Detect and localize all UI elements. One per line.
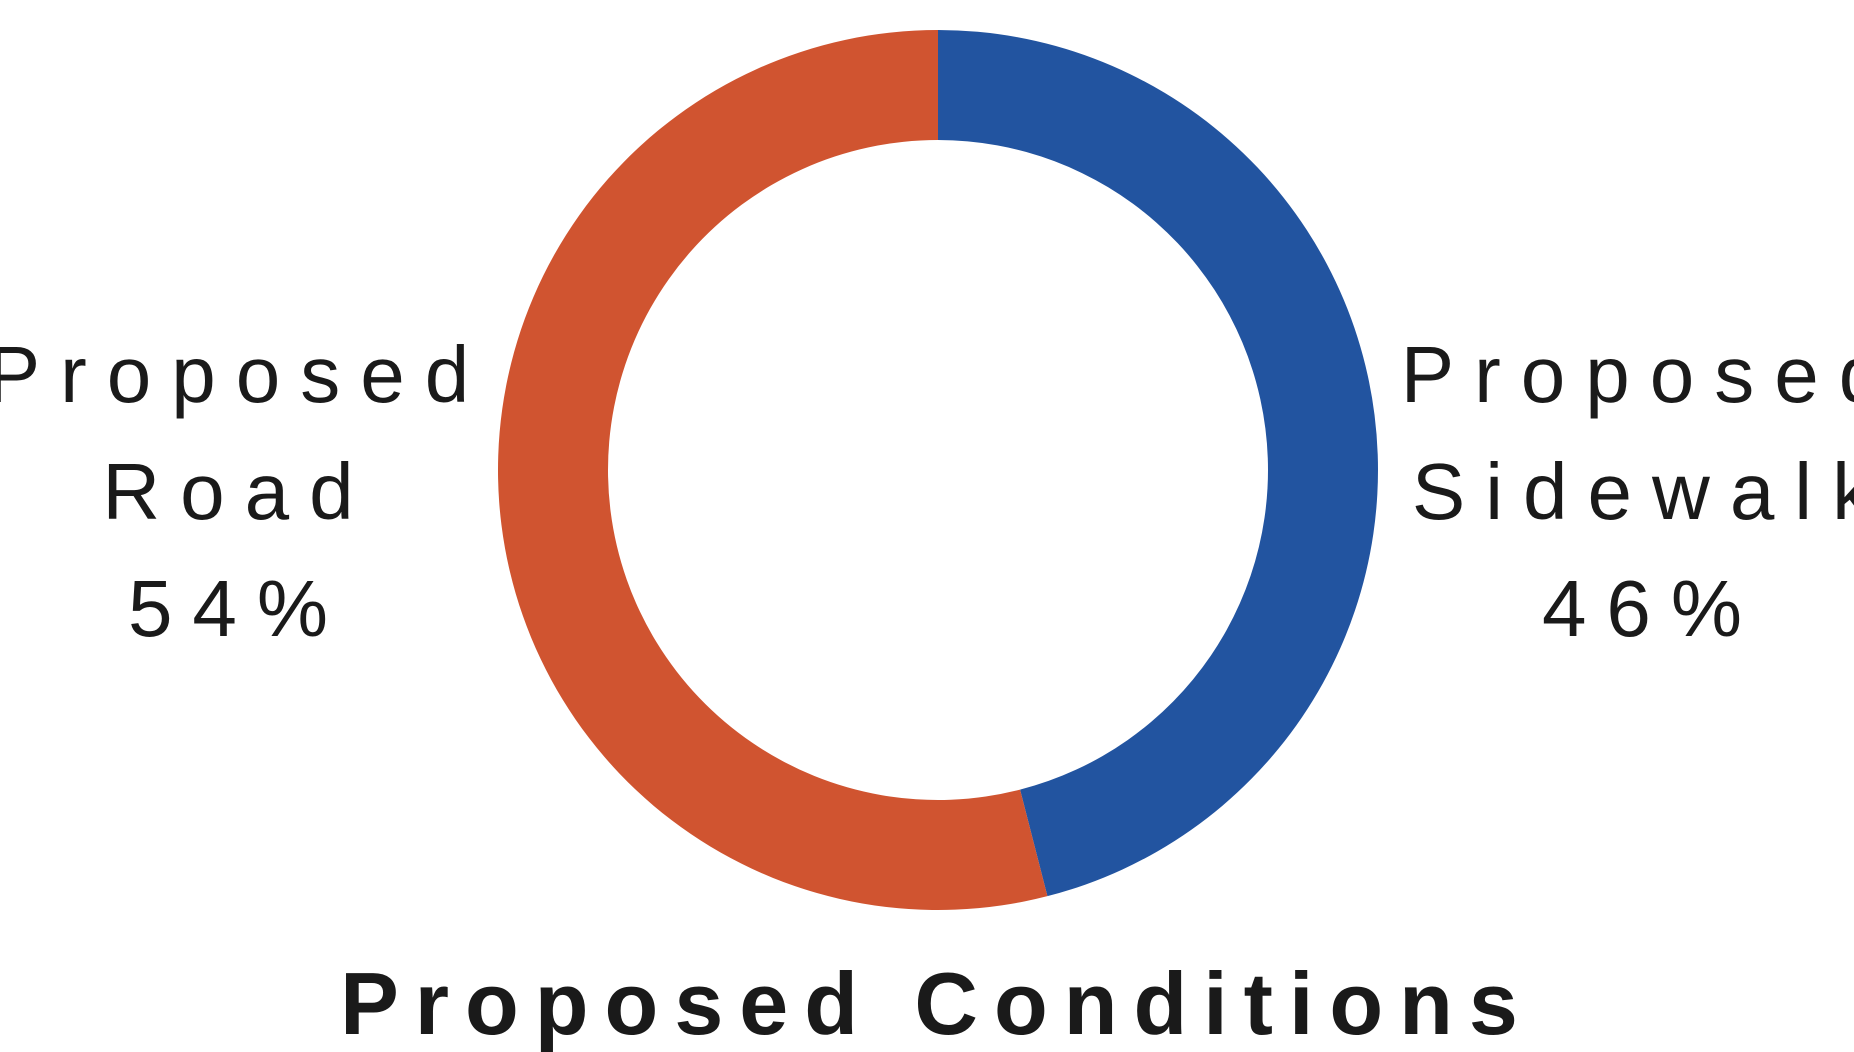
label-road-percent: 54% — [128, 564, 348, 653]
chart-title: Proposed Conditions — [340, 954, 1534, 1052]
label-sidewalk-percent: 46% — [1542, 564, 1762, 653]
donut-slice-road — [497, 30, 1048, 910]
label-road-line-1: Proposed — [0, 330, 489, 419]
label-sidewalk-line-2: Sidewalk — [1412, 447, 1854, 536]
label-sidewalk-line-1: Proposed — [1401, 330, 1854, 419]
donut-slices — [497, 30, 1378, 910]
label-road-line-2: Road — [102, 447, 373, 536]
label-sidewalk: Proposed Sidewalk 46% — [1401, 330, 1854, 653]
label-road: Proposed Road 54% — [0, 330, 489, 653]
donut-slice-sidewalk — [938, 30, 1378, 897]
